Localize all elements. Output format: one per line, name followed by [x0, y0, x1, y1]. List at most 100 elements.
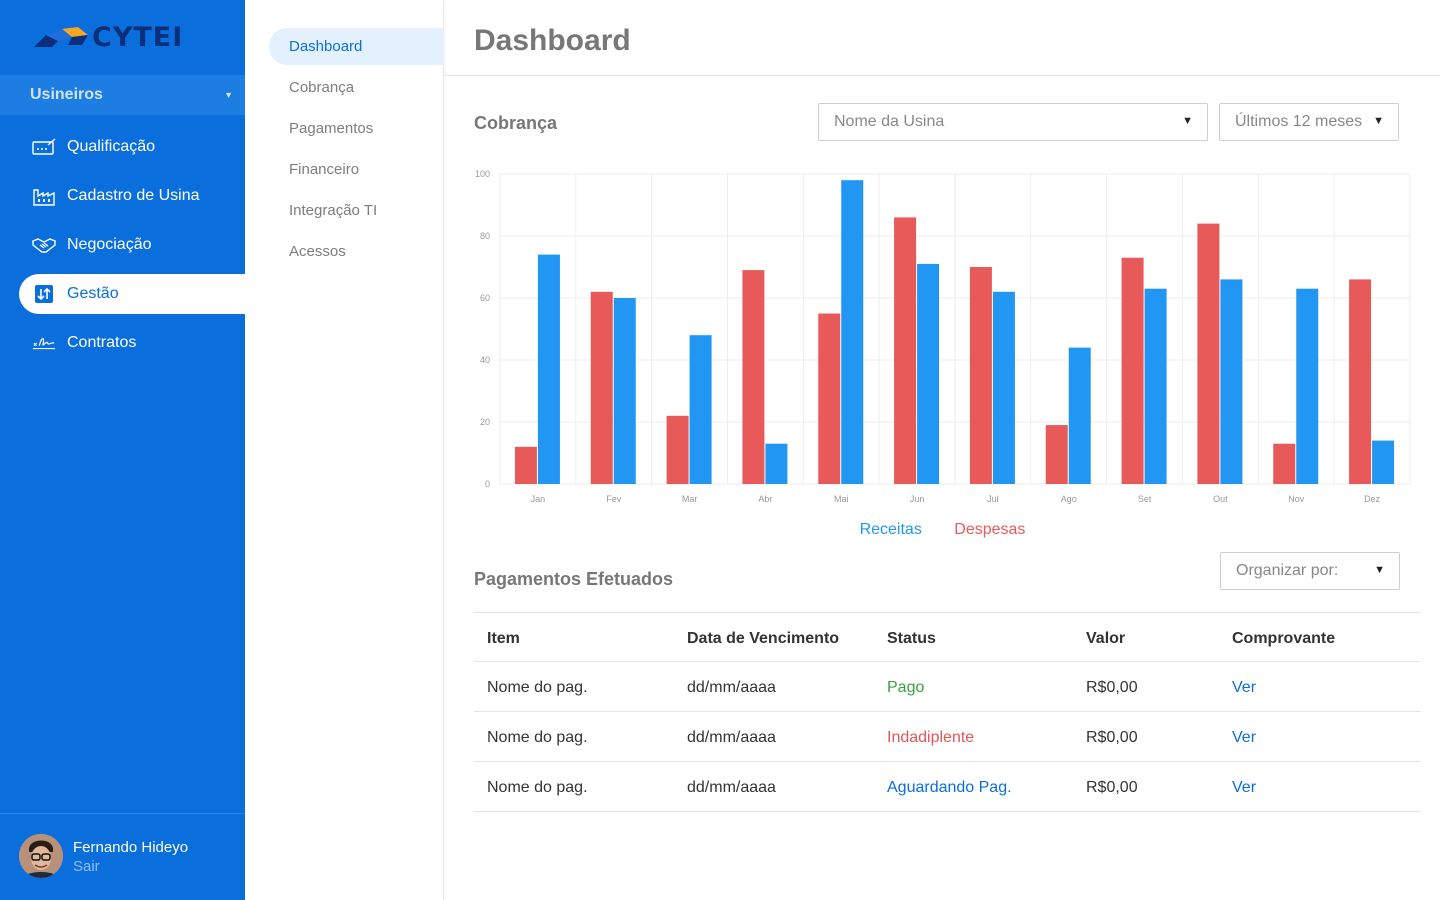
bar-despesas-jun	[894, 217, 917, 484]
bar-despesas-dez	[1349, 279, 1372, 484]
x-tick-label: Fev	[606, 494, 622, 504]
nav-label: Contratos	[67, 334, 137, 351]
caret-down-icon: ▼	[1373, 115, 1384, 127]
role-label: Usineiros	[30, 86, 103, 103]
x-tick-label: Set	[1138, 494, 1152, 504]
chevron-down-icon: ▼	[224, 90, 233, 100]
nav-item-gestao[interactable]: Gestão	[19, 274, 245, 314]
subnav-item-dashboard[interactable]: Dashboard	[269, 28, 444, 65]
nav-item-qualificacao[interactable]: Qualificação	[0, 127, 245, 167]
bar-receitas-nov	[1296, 288, 1319, 484]
receipt-link[interactable]: Ver	[1232, 729, 1257, 746]
x-tick-label: Out	[1213, 494, 1228, 504]
x-tick-label: Jan	[531, 494, 546, 504]
cell-item: Nome do pag.	[487, 779, 588, 796]
bar-receitas-ago	[1068, 347, 1091, 484]
qualification-icon	[32, 135, 56, 159]
legend-despesas[interactable]: Despesas	[954, 521, 1026, 538]
nav-item-cadastro-usina[interactable]: Cadastro de Usina	[0, 176, 245, 216]
col-header-status[interactable]: Status	[887, 630, 936, 647]
col-header-receipt[interactable]: Comprovante	[1232, 630, 1336, 647]
bar-despesas-nov	[1273, 443, 1296, 484]
brand-logo[interactable]: CYTEI	[32, 22, 183, 53]
payments-table: Item Data de Vencimento Status Valor Com…	[474, 612, 1420, 812]
bar-receitas-abr	[765, 443, 788, 484]
user-panel: Fernando Hideyo Sair	[0, 813, 245, 900]
y-tick-label: 0	[485, 479, 490, 489]
legend-receitas[interactable]: Receitas	[859, 521, 922, 538]
cell-item: Nome do pag.	[487, 729, 588, 746]
period-select-value: Últimos 12 meses	[1235, 113, 1363, 130]
subnav-item-cobranca[interactable]: Cobrança	[289, 79, 355, 96]
sort-select[interactable]: Organizar por: ▼	[1220, 552, 1400, 590]
cobranca-section-title: Cobrança	[474, 113, 558, 133]
logout-link[interactable]: Sair	[73, 858, 100, 875]
x-tick-label: Mai	[834, 494, 849, 504]
main-nav: Qualificação Cadastro de Usina Negociaçã…	[0, 127, 245, 372]
bar-receitas-dez	[1372, 440, 1395, 484]
bar-despesas-set	[1121, 257, 1144, 484]
table-header-row: Item Data de Vencimento Status Valor Com…	[474, 612, 1420, 662]
y-tick-label: 100	[475, 169, 490, 179]
bar-despesas-ago	[1045, 425, 1068, 484]
nav-item-negociacao[interactable]: Negociação	[0, 225, 245, 265]
role-dropdown[interactable]: Usineiros ▼	[0, 75, 245, 115]
x-tick-label: Nov	[1288, 494, 1305, 504]
bar-despesas-jul	[969, 267, 992, 484]
status-badge: Aguardando Pag.	[887, 779, 1012, 796]
y-tick-label: 60	[480, 293, 490, 303]
payments-section-title: Pagamentos Efetuados	[474, 569, 674, 589]
bar-despesas-out	[1197, 223, 1220, 484]
y-tick-label: 40	[480, 355, 490, 365]
bar-despesas-fev	[590, 291, 613, 484]
handshake-icon	[32, 233, 56, 257]
title-divider	[445, 75, 1440, 76]
nav-label: Gestão	[67, 285, 119, 302]
bar-receitas-out	[1220, 279, 1243, 484]
period-select[interactable]: Últimos 12 meses ▼	[1219, 103, 1399, 141]
nav-label: Qualificação	[67, 138, 156, 155]
status-badge: Pago	[887, 679, 925, 696]
bar-despesas-mar	[666, 415, 689, 484]
page-title: Dashboard	[474, 24, 631, 57]
x-tick-label: Ago	[1061, 494, 1077, 504]
bar-despesas-mai	[818, 313, 841, 484]
table-row: Nome do pag. dd/mm/aaaa Aguardando Pag. …	[474, 762, 1420, 812]
factory-icon	[32, 184, 56, 208]
plant-select-value: Nome da Usina	[834, 113, 945, 130]
subnav-item-financeiro[interactable]: Financeiro	[289, 161, 360, 178]
x-tick-label: Jul	[987, 494, 999, 504]
subnav-item-pagamentos[interactable]: Pagamentos	[289, 120, 374, 137]
bar-despesas-abr	[742, 270, 765, 484]
plant-select[interactable]: Nome da Usina ▼	[818, 103, 1208, 141]
logo-mark-icon	[34, 26, 88, 47]
receipt-link[interactable]: Ver	[1232, 679, 1257, 696]
signature-icon	[32, 331, 56, 355]
chart-legend: Receitas Despesas	[445, 521, 1440, 539]
nav-item-contratos[interactable]: Contratos	[0, 323, 245, 363]
col-header-value[interactable]: Valor	[1086, 630, 1126, 647]
bar-receitas-fev	[613, 298, 636, 484]
cell-date: dd/mm/aaaa	[687, 779, 776, 796]
col-header-date[interactable]: Data de Vencimento	[687, 630, 840, 647]
cell-value: R$0,00	[1086, 779, 1138, 796]
caret-down-icon: ▼	[1374, 564, 1385, 576]
y-tick-label: 80	[480, 231, 490, 241]
table-row: Nome do pag. dd/mm/aaaa Pago R$0,00 Ver	[474, 662, 1420, 712]
caret-down-icon: ▼	[1182, 115, 1193, 127]
bar-receitas-jul	[992, 291, 1015, 484]
subnav-item-acessos[interactable]: Acessos	[289, 243, 346, 260]
receipt-link[interactable]: Ver	[1232, 779, 1257, 796]
status-badge: Indadiplente	[887, 729, 975, 746]
brand-name: CYTEI	[92, 22, 184, 53]
bar-receitas-mai	[841, 180, 864, 484]
user-name: Fernando Hideyo	[73, 839, 189, 856]
subnav-item-integracao-ti[interactable]: Integração TI	[289, 202, 378, 219]
cell-item: Nome do pag.	[487, 679, 588, 696]
bar-receitas-set	[1144, 288, 1167, 484]
col-header-item[interactable]: Item	[487, 630, 520, 647]
cell-date: dd/mm/aaaa	[687, 679, 776, 696]
secondary-nav: Dashboard Cobrança Pagamentos Financeiro…	[245, 0, 444, 900]
avatar[interactable]	[19, 834, 63, 878]
management-icon	[32, 282, 56, 306]
